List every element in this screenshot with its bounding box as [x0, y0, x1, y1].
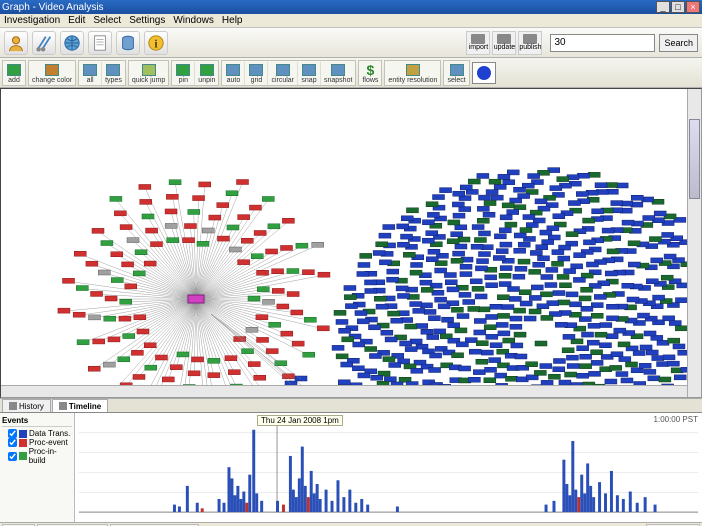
timeline-tooltip: Thu 24 Jan 2008 1pm: [257, 415, 343, 426]
event-color-swatch: [19, 430, 27, 438]
search-button[interactable]: Search: [659, 34, 698, 52]
scroll-thumb[interactable]: [689, 119, 700, 199]
tool-all[interactable]: all: [79, 62, 102, 85]
tool-pin[interactable]: pin: [172, 62, 195, 85]
event-item-proc-event[interactable]: Proc-event: [2, 438, 72, 447]
event-item-proc-in-build[interactable]: Proc-in-build: [2, 447, 72, 465]
tab-timeline[interactable]: Timeline: [52, 399, 108, 412]
event-tree: Events Data Trans.Proc-eventProc-in-buil…: [0, 413, 75, 522]
menu-investigation[interactable]: Investigation: [4, 15, 60, 26]
menu-settings[interactable]: Settings: [129, 15, 165, 26]
tool-grid[interactable]: grid: [245, 62, 268, 85]
title-bar: Graph - Video Analysis _ □ ×: [0, 0, 702, 14]
maximize-button[interactable]: □: [671, 1, 685, 13]
tool-select[interactable]: select: [444, 62, 468, 85]
tool-snapshot[interactable]: snapshot: [321, 62, 355, 85]
event-checkbox[interactable]: [8, 429, 17, 438]
window-title: Graph - Video Analysis: [2, 2, 104, 13]
main-toolbar: i importupdatepublish Search: [0, 28, 702, 58]
timeline-chart[interactable]: Thu 24 Jan 2008 1pm 1:00:00 PST: [75, 413, 702, 522]
menu-select[interactable]: Select: [93, 15, 121, 26]
tool-unpin[interactable]: unpin: [195, 62, 218, 85]
event-label: Proc-event: [29, 438, 68, 447]
window-controls: _ □ ×: [656, 1, 700, 13]
timeline-panel: Events Data Trans.Proc-eventProc-in-buil…: [0, 412, 702, 522]
menu-help[interactable]: Help: [222, 15, 243, 26]
tool-snap[interactable]: snap: [298, 62, 321, 85]
vertical-scrollbar[interactable]: [687, 89, 701, 397]
zoom-input[interactable]: [550, 34, 655, 52]
info-icon[interactable]: i: [144, 31, 168, 55]
event-checkbox[interactable]: [8, 438, 17, 447]
menu-windows[interactable]: Windows: [173, 15, 214, 26]
horizontal-scrollbar[interactable]: [1, 385, 687, 397]
tool-types[interactable]: types: [102, 62, 125, 85]
menu-bar: Investigation Edit Select Settings Windows He…: [0, 14, 702, 28]
tab-history[interactable]: History: [2, 399, 51, 412]
database-icon[interactable]: [116, 31, 140, 55]
menu-edit[interactable]: Edit: [68, 15, 85, 26]
timeline-right-label: 1:00:00 PST: [654, 415, 698, 424]
trim-icon[interactable]: [32, 31, 56, 55]
minimize-button[interactable]: _: [656, 1, 670, 13]
event-checkbox[interactable]: [8, 452, 17, 461]
user-icon[interactable]: [4, 31, 28, 55]
publish-button[interactable]: publish: [518, 31, 542, 55]
tool-change-color[interactable]: change color: [29, 62, 75, 85]
event-label: Data Trans.: [29, 429, 70, 438]
graph-canvas[interactable]: [0, 88, 702, 398]
timeline-svg[interactable]: [75, 413, 702, 522]
event-tree-header: Events: [2, 415, 72, 427]
graph-toolbar: addchange coloralltypesquick jumppinunpi…: [0, 58, 702, 88]
tool-quick-jump[interactable]: quick jump: [129, 62, 168, 85]
tool-entity-resolution[interactable]: entity resolution: [385, 62, 440, 85]
event-color-swatch: [19, 439, 27, 447]
bottom-tab-strip: HistoryTimeline: [0, 398, 702, 412]
tool-add[interactable]: add: [3, 62, 25, 85]
import-button[interactable]: import: [466, 31, 490, 55]
event-label: Proc-in-build: [29, 447, 72, 465]
tool-auto[interactable]: auto: [222, 62, 245, 85]
event-color-swatch: [19, 452, 27, 460]
close-button[interactable]: ×: [686, 1, 700, 13]
graph-svg[interactable]: [1, 89, 702, 398]
document-icon[interactable]: [88, 31, 112, 55]
tool-circular[interactable]: circular: [268, 62, 298, 85]
tool-flows[interactable]: $flows: [359, 62, 381, 85]
update-button[interactable]: update: [492, 31, 516, 55]
event-item-data-trans-[interactable]: Data Trans.: [2, 429, 72, 438]
selection-color-swatch[interactable]: [472, 62, 496, 84]
globe-icon[interactable]: [60, 31, 84, 55]
status-bar: ReadyHistory SnapshotSaved Nov 6 at 09:a…: [0, 522, 702, 526]
